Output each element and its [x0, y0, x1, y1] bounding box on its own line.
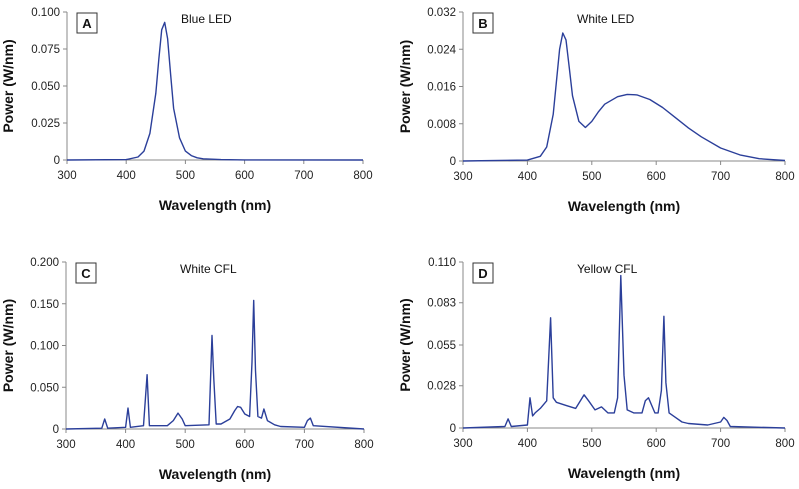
x-tick-label: 700: [711, 171, 730, 183]
y-tick-label: 0.150: [30, 299, 59, 311]
y-tick-label: 0.200: [30, 257, 59, 269]
y-tick-label: 0.083: [427, 298, 456, 310]
y-tick-label: 0.016: [427, 82, 456, 94]
panel-letter-box: [76, 12, 98, 34]
panel-letter: D: [478, 266, 487, 281]
x-tick-label: 400: [518, 171, 537, 183]
x-tick-label: 600: [235, 170, 254, 182]
chart-panel-b: 0 0.008 0.016 0.024 0.032 300 400 500 600 700 800 W…: [397, 7, 795, 214]
chart-panel-a: 0 0.025 0.050 0.075 0.100 300 400 500 600 700 800 W…: [0, 7, 373, 213]
x-tick-label: 600: [647, 171, 666, 183]
panel-letter-box: [472, 262, 494, 284]
y-tick-label: 0.110: [428, 257, 456, 269]
y-tick-label: 0: [53, 424, 59, 436]
x-tick-label: 800: [354, 439, 373, 451]
y-tick-label: 0.050: [30, 382, 59, 394]
x-tick-label: 800: [353, 170, 372, 182]
panel-letter: C: [81, 266, 91, 281]
x-tick-label: 500: [582, 438, 601, 450]
y-axis-title: Power (W/nm): [0, 299, 16, 392]
panel-title: White CFL: [180, 262, 237, 276]
x-tick-label: 700: [711, 438, 730, 450]
y-tick-label: 0.055: [427, 340, 456, 352]
y-axis-title: Power (W/nm): [397, 298, 413, 391]
x-tick-label: 500: [176, 170, 195, 182]
panel-letter: B: [478, 16, 487, 31]
x-axis-title: Wavelength (nm): [568, 465, 680, 481]
x-tick-label: 300: [56, 439, 75, 451]
x-axis-title: Wavelength (nm): [159, 466, 271, 482]
chart-panel-c: 0 0.050 0.100 0.150 0.200 300 400 500 600 700 800 W…: [0, 257, 374, 482]
x-tick-label: 300: [57, 170, 76, 182]
x-tick-label: 400: [117, 170, 136, 182]
panel-letter-box: [75, 262, 97, 284]
x-tick-label: 800: [775, 438, 794, 450]
x-tick-label: 700: [295, 439, 314, 451]
panel-letter: A: [82, 16, 92, 31]
x-tick-label: 300: [453, 438, 472, 450]
y-tick-label: 0: [450, 423, 456, 435]
panel-letter-box: [472, 12, 494, 34]
y-tick-label: 0.032: [427, 7, 456, 19]
y-tick-label: 0: [450, 156, 456, 168]
x-tick-label: 400: [116, 439, 135, 451]
y-tick-label: 0.100: [31, 7, 60, 19]
y-tick-label: 0.028: [427, 381, 456, 393]
panel-title: Yellow CFL: [577, 262, 638, 276]
y-axis-title: Power (W/nm): [0, 39, 16, 132]
y-tick-label: 0.050: [31, 81, 60, 93]
series-line: [462, 274, 786, 429]
x-tick-label: 800: [775, 171, 794, 183]
x-tick-label: 600: [235, 439, 254, 451]
series-line: [66, 21, 364, 161]
series-line: [65, 299, 365, 430]
x-tick-label: 500: [582, 171, 601, 183]
chart-panel-d: 0 0.028 0.055 0.083 0.110 300 400 500 600 700 800 W…: [397, 257, 795, 481]
panel-title: White LED: [577, 12, 635, 26]
x-tick-label: 300: [453, 171, 472, 183]
x-tick-label: 600: [647, 438, 666, 450]
y-tick-label: 0: [54, 155, 60, 167]
y-tick-label: 0.008: [427, 119, 456, 131]
x-tick-label: 400: [518, 438, 537, 450]
panel-title: Blue LED: [181, 12, 232, 26]
y-tick-label: 0.100: [30, 341, 59, 353]
series-line: [462, 32, 786, 162]
x-tick-label: 500: [176, 439, 195, 451]
x-tick-label: 700: [294, 170, 313, 182]
y-axis-title: Power (W/nm): [397, 40, 413, 133]
y-tick-label: 0.075: [31, 44, 60, 56]
x-axis-title: Wavelength (nm): [568, 198, 680, 214]
y-tick-label: 0.025: [31, 118, 60, 130]
y-tick-label: 0.024: [427, 44, 456, 56]
x-axis-title: Wavelength (nm): [159, 197, 271, 213]
